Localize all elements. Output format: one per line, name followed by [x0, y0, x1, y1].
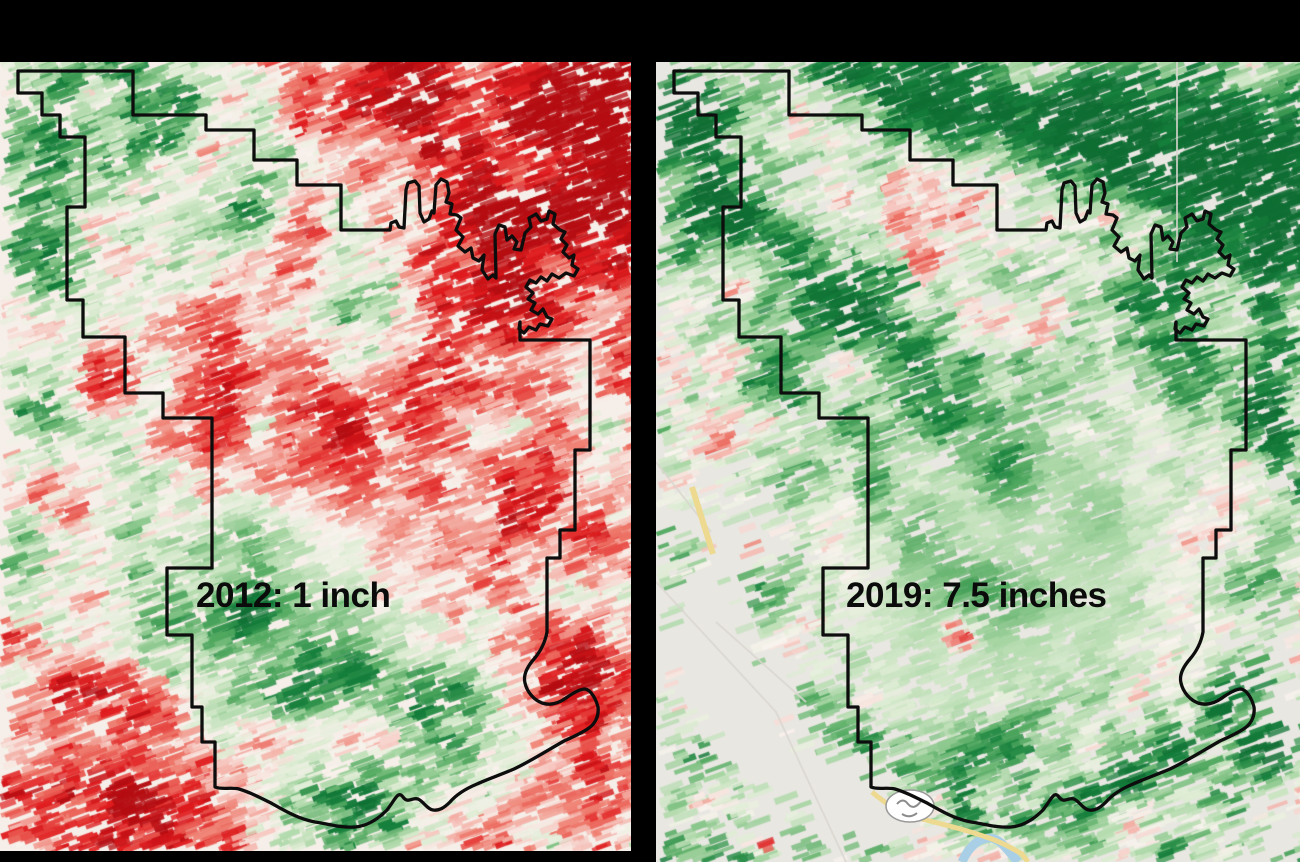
- anomaly-raster-2019: [656, 62, 1300, 862]
- side-road-yellow: [689, 486, 716, 555]
- map-overlay-2019: [656, 62, 1256, 862]
- basemap-features: [656, 62, 1178, 862]
- map-overlay-2012: [16, 69, 600, 829]
- anomaly-raster-2012: [0, 62, 631, 851]
- map-year-label: 2019: 7.5 inches: [846, 576, 1107, 615]
- map-panel-2019: 2019: 7.5 inches: [656, 62, 1300, 862]
- county-boundary-path: [16, 69, 600, 829]
- map-panel-2012: 2012: 1 inch: [0, 62, 631, 851]
- river-blue: [957, 833, 1022, 862]
- map-year-label: 2012: 1 inch: [196, 576, 391, 615]
- faint-road-lines: [656, 62, 1178, 862]
- county-boundary-path: [672, 69, 1256, 829]
- town-label-marks: [896, 799, 922, 818]
